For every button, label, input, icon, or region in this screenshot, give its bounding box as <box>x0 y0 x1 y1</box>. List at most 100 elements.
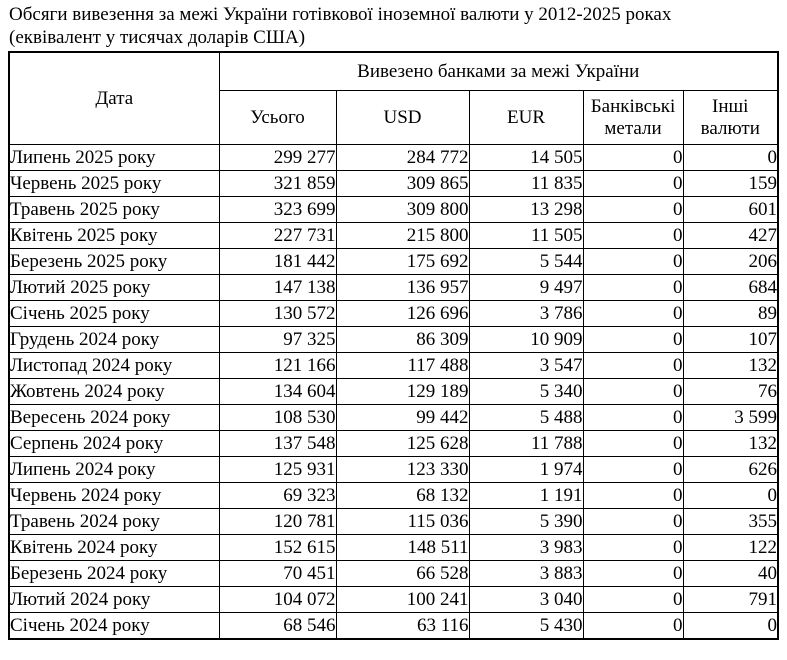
cell-usd: 63 116 <box>335 612 470 640</box>
cell-total: 70 451 <box>218 560 337 587</box>
cell-other-currencies: 0 <box>682 144 779 171</box>
cell-bank-metals: 0 <box>582 274 684 301</box>
cell-bank-metals: 0 <box>582 534 684 561</box>
cell-usd: 123 330 <box>335 456 470 483</box>
cell-date: Лютий 2025 року <box>8 274 220 301</box>
cell-eur: 1 974 <box>468 456 584 483</box>
page-title: Обсяги вивезення за межі України готівко… <box>9 3 779 49</box>
cell-eur: 14 505 <box>468 144 584 171</box>
cell-eur: 3 983 <box>468 534 584 561</box>
cell-other-currencies: 626 <box>682 456 779 483</box>
cell-eur: 5 390 <box>468 508 584 535</box>
cell-date: Червень 2025 року <box>8 170 220 197</box>
cell-bank-metals: 0 <box>582 352 684 379</box>
cell-usd: 125 628 <box>335 430 470 457</box>
cell-total: 130 572 <box>218 300 337 327</box>
table-row: Травень 2025 року 323 699 309 800 13 298… <box>8 196 779 223</box>
cell-date: Липень 2024 року <box>8 456 220 483</box>
table-row: Листопад 2024 року 121 166 117 488 3 547… <box>8 352 779 379</box>
cell-date: Листопад 2024 року <box>8 352 220 379</box>
cell-eur: 1 191 <box>468 482 584 509</box>
group-header-row: Дата Вивезено банками за межі України <box>8 51 779 145</box>
cell-other-currencies: 791 <box>682 586 779 613</box>
cell-date: Квітень 2024 року <box>8 534 220 561</box>
cell-date: Березень 2025 року <box>8 248 220 275</box>
cell-bank-metals: 0 <box>582 326 684 353</box>
title-line-1: Обсяги вивезення за межі України готівко… <box>9 4 672 25</box>
column-header-eur: EUR <box>468 90 584 145</box>
cell-total: 227 731 <box>218 222 337 249</box>
cell-usd: 115 036 <box>335 508 470 535</box>
table-row: Лютий 2025 року 147 138 136 957 9 497 0 … <box>8 274 779 301</box>
cell-bank-metals: 0 <box>582 170 684 197</box>
cell-eur: 11 505 <box>468 222 584 249</box>
cell-total: 121 166 <box>218 352 337 379</box>
cell-other-currencies: 601 <box>682 196 779 223</box>
cell-date: Липень 2025 року <box>8 144 220 171</box>
cell-usd: 175 692 <box>335 248 470 275</box>
cell-other-currencies: 76 <box>682 378 779 405</box>
table-row: Грудень 2024 року 97 325 86 309 10 909 0… <box>8 326 779 353</box>
cell-bank-metals: 0 <box>582 508 684 535</box>
cell-eur: 5 340 <box>468 378 584 405</box>
cell-eur: 5 544 <box>468 248 584 275</box>
cell-bank-metals: 0 <box>582 196 684 223</box>
cell-usd: 136 957 <box>335 274 470 301</box>
table-row: Лютий 2024 року 104 072 100 241 3 040 0 … <box>8 586 779 613</box>
table-row: Травень 2024 року 120 781 115 036 5 390 … <box>8 508 779 535</box>
table-row: Вересень 2024 року 108 530 99 442 5 488 … <box>8 404 779 431</box>
column-header-other-currencies: Інші валюти <box>682 90 779 145</box>
cell-other-currencies: 206 <box>682 248 779 275</box>
cell-bank-metals: 0 <box>582 560 684 587</box>
cell-total: 120 781 <box>218 508 337 535</box>
cell-total: 181 442 <box>218 248 337 275</box>
cell-other-currencies: 132 <box>682 430 779 457</box>
group-header: Вивезено банками за межі України <box>218 51 779 91</box>
cell-bank-metals: 0 <box>582 482 684 509</box>
cell-date: Вересень 2024 року <box>8 404 220 431</box>
cell-other-currencies: 355 <box>682 508 779 535</box>
cell-eur: 3 883 <box>468 560 584 587</box>
cell-usd: 148 511 <box>335 534 470 561</box>
cell-total: 147 138 <box>218 274 337 301</box>
cell-eur: 3 786 <box>468 300 584 327</box>
column-header-date: Дата <box>8 51 220 145</box>
cell-usd: 100 241 <box>335 586 470 613</box>
cell-usd: 68 132 <box>335 482 470 509</box>
table-row: Квітень 2025 року 227 731 215 800 11 505… <box>8 222 779 249</box>
cell-other-currencies: 132 <box>682 352 779 379</box>
cell-total: 104 072 <box>218 586 337 613</box>
table-header: Дата Вивезено банками за межі України Ус… <box>8 51 779 145</box>
cell-usd: 129 189 <box>335 378 470 405</box>
cell-usd: 126 696 <box>335 300 470 327</box>
cell-bank-metals: 0 <box>582 222 684 249</box>
title-line-2: (еквівалент у тисячах доларів США) <box>9 27 306 48</box>
cell-eur: 11 835 <box>468 170 584 197</box>
cell-date: Червень 2024 року <box>8 482 220 509</box>
cell-total: 152 615 <box>218 534 337 561</box>
table-row: Березень 2025 року 181 442 175 692 5 544… <box>8 248 779 275</box>
table-row: Жовтень 2024 року 134 604 129 189 5 340 … <box>8 378 779 405</box>
table-row: Липень 2024 року 125 931 123 330 1 974 0… <box>8 456 779 483</box>
cell-eur: 13 298 <box>468 196 584 223</box>
cell-usd: 117 488 <box>335 352 470 379</box>
cell-usd: 309 800 <box>335 196 470 223</box>
cell-usd: 309 865 <box>335 170 470 197</box>
cell-total: 137 548 <box>218 430 337 457</box>
column-header-total: Усього <box>218 90 337 145</box>
cell-other-currencies: 159 <box>682 170 779 197</box>
table-body: Липень 2025 року 299 277 284 772 14 505 … <box>8 144 779 640</box>
table-row: Серпень 2024 року 137 548 125 628 11 788… <box>8 430 779 457</box>
cell-total: 108 530 <box>218 404 337 431</box>
table-row: Березень 2024 року 70 451 66 528 3 883 0… <box>8 560 779 587</box>
cell-date: Лютий 2024 року <box>8 586 220 613</box>
table-row: Січень 2025 року 130 572 126 696 3 786 0… <box>8 300 779 327</box>
cell-date: Грудень 2024 року <box>8 326 220 353</box>
cell-date: Березень 2024 року <box>8 560 220 587</box>
cell-total: 321 859 <box>218 170 337 197</box>
cell-usd: 66 528 <box>335 560 470 587</box>
cell-usd: 86 309 <box>335 326 470 353</box>
cell-bank-metals: 0 <box>582 456 684 483</box>
cell-total: 69 323 <box>218 482 337 509</box>
cell-eur: 11 788 <box>468 430 584 457</box>
